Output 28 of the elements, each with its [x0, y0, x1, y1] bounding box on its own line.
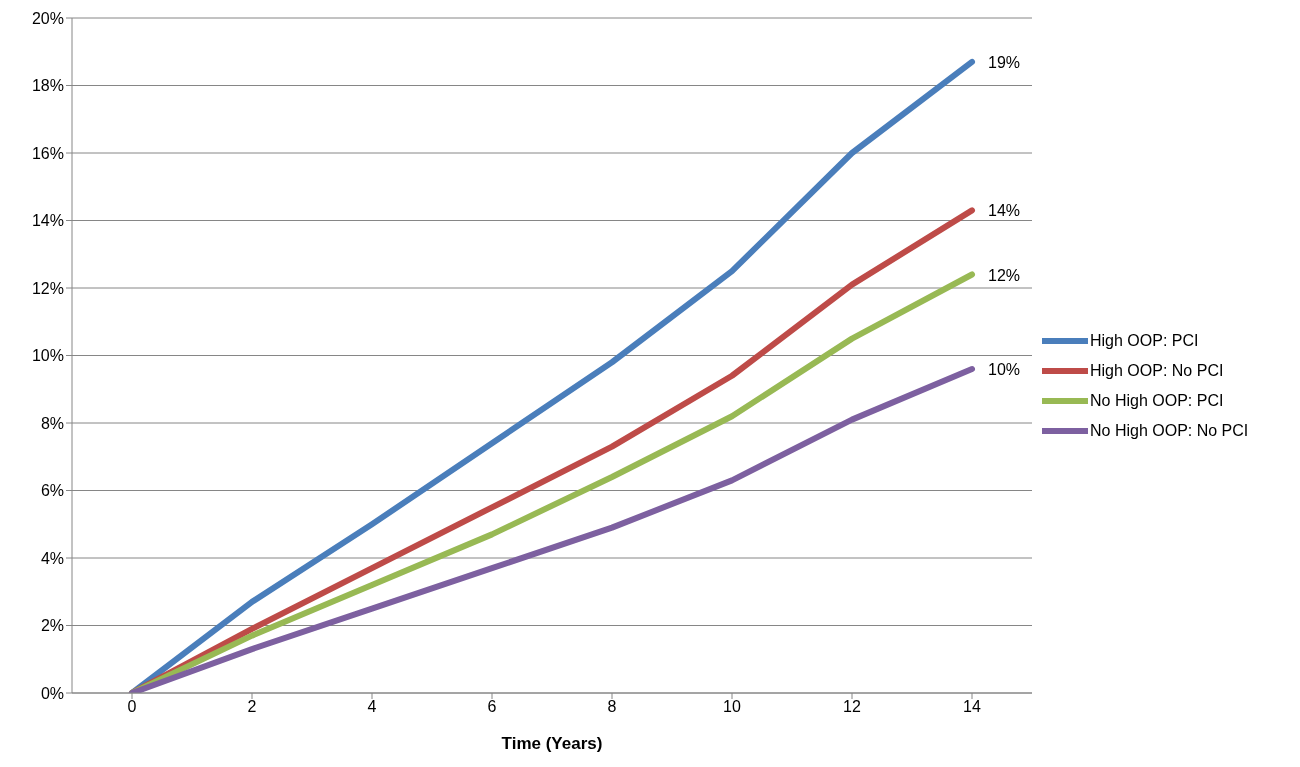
x-tick-label: 2 [247, 698, 257, 716]
x-tick-label: 4 [367, 698, 377, 716]
x-tick-label: 12 [843, 698, 861, 716]
y-tick-label: 0% [40, 684, 64, 702]
y-tick-label: 2% [40, 617, 64, 635]
y-tick-label: 4% [40, 549, 64, 567]
legend-label: No High OOP: PCI [1090, 391, 1224, 410]
x-tick-label: 8 [607, 698, 617, 716]
y-tick-label: 14% [31, 212, 64, 230]
data-label: 14% [988, 202, 1021, 220]
legend-label: High OOP: PCI [1090, 331, 1199, 350]
x-tick-label: 14 [963, 698, 981, 716]
legend-label: High OOP: No PCI [1090, 361, 1224, 380]
y-tick-label: 18% [31, 77, 64, 95]
data-label: 10% [988, 361, 1021, 378]
y-tick-label: 16% [31, 144, 64, 162]
x-axis-title: Time (Years) [501, 734, 603, 753]
y-tick-label: 8% [40, 414, 64, 432]
y-tick-label: 12% [31, 279, 64, 297]
data-label: 19% [988, 53, 1021, 71]
legend-label: No High OOP: No PCI [1090, 421, 1249, 440]
data-label: 12% [988, 266, 1021, 284]
y-tick-label: 6% [40, 482, 64, 500]
x-tick-label: 6 [487, 698, 497, 716]
y-tick-label: 20% [31, 9, 64, 27]
x-tick-label: 0 [127, 698, 137, 716]
y-tick-label: 10% [31, 347, 64, 365]
x-tick-label: 10 [723, 698, 741, 716]
